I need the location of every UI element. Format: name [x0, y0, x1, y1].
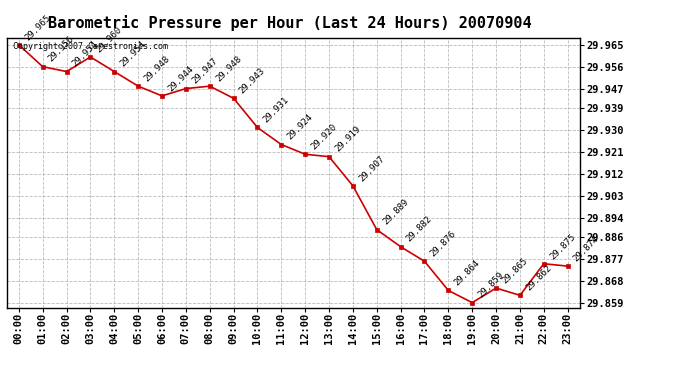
Text: 29.954: 29.954 — [70, 40, 100, 69]
Text: 29.882: 29.882 — [405, 215, 434, 244]
Text: 29.931: 29.931 — [262, 96, 290, 125]
Text: 29.956: 29.956 — [47, 35, 76, 64]
Text: 29.862: 29.862 — [524, 263, 553, 292]
Text: 29.875: 29.875 — [548, 232, 577, 261]
Text: 29.919: 29.919 — [333, 125, 362, 154]
Text: Barometric Pressure per Hour (Last 24 Hours) 20070904: Barometric Pressure per Hour (Last 24 Ho… — [48, 15, 531, 31]
Text: Copyright 2007 Carestronics.com: Copyright 2007 Carestronics.com — [12, 42, 168, 51]
Text: 29.889: 29.889 — [381, 198, 410, 227]
Text: 29.960: 29.960 — [95, 25, 124, 54]
Text: 29.874: 29.874 — [572, 234, 601, 263]
Text: 29.954: 29.954 — [119, 40, 148, 69]
Text: 29.859: 29.859 — [476, 271, 506, 300]
Text: 29.944: 29.944 — [166, 64, 195, 93]
Text: 29.948: 29.948 — [214, 54, 243, 83]
Text: 29.864: 29.864 — [453, 258, 482, 288]
Text: 29.907: 29.907 — [357, 154, 386, 183]
Text: 29.924: 29.924 — [286, 112, 315, 142]
Text: 29.876: 29.876 — [428, 230, 458, 258]
Text: 29.865: 29.865 — [500, 256, 529, 285]
Text: 29.965: 29.965 — [23, 13, 52, 42]
Text: 29.943: 29.943 — [238, 66, 267, 96]
Text: 29.947: 29.947 — [190, 57, 219, 86]
Text: 29.948: 29.948 — [142, 54, 172, 83]
Text: 29.920: 29.920 — [309, 122, 339, 152]
